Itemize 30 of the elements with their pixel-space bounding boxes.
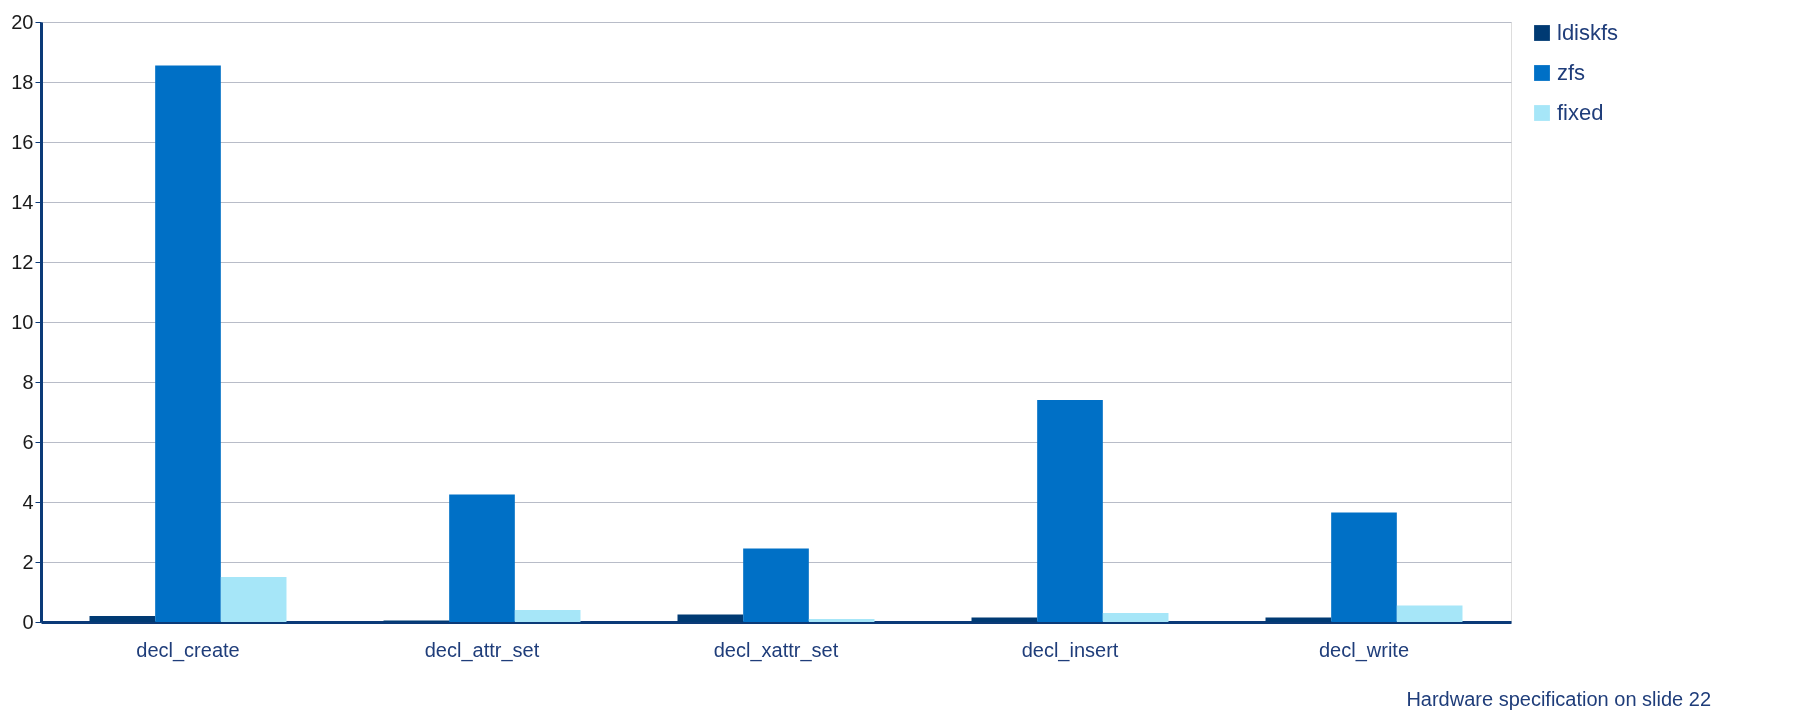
bar (220, 577, 287, 622)
y-tick-label: 18 (11, 70, 34, 93)
legend-label: ldiskfs (1557, 20, 1619, 45)
bar (808, 619, 875, 622)
bar (514, 610, 581, 622)
y-tick-label: 6 (22, 430, 34, 453)
legend-label: zfs (1557, 60, 1586, 85)
y-tick-label: 8 (22, 370, 34, 393)
y-tick-label: 4 (22, 490, 34, 513)
y-tick-label: 0 (22, 610, 34, 633)
y-tick-label: 16 (11, 130, 34, 153)
text: Hardware specification on slide 22 (1406, 688, 1711, 710)
legend-label: fixed (1557, 100, 1604, 125)
y-tick-label: 2 (22, 550, 34, 573)
x-tick-label: decl_xattr_set (713, 638, 839, 662)
bar (1331, 512, 1397, 622)
bar (1102, 613, 1169, 622)
x-tick-label: decl_insert (1021, 638, 1119, 662)
bar (743, 548, 809, 622)
y-tick-label: 10 (11, 310, 34, 333)
x-tick-label: decl_attr_set (424, 638, 540, 662)
bar (1037, 400, 1103, 622)
bar (1396, 605, 1463, 622)
x-tick-label: decl_create (136, 638, 240, 662)
bar (449, 494, 515, 622)
x-tick-label: decl_write (1318, 638, 1410, 662)
y-tick-label: 20 (11, 10, 34, 33)
y-tick-label: 14 (11, 190, 34, 213)
y-tick-label: 12 (11, 250, 34, 273)
bar (155, 65, 221, 622)
